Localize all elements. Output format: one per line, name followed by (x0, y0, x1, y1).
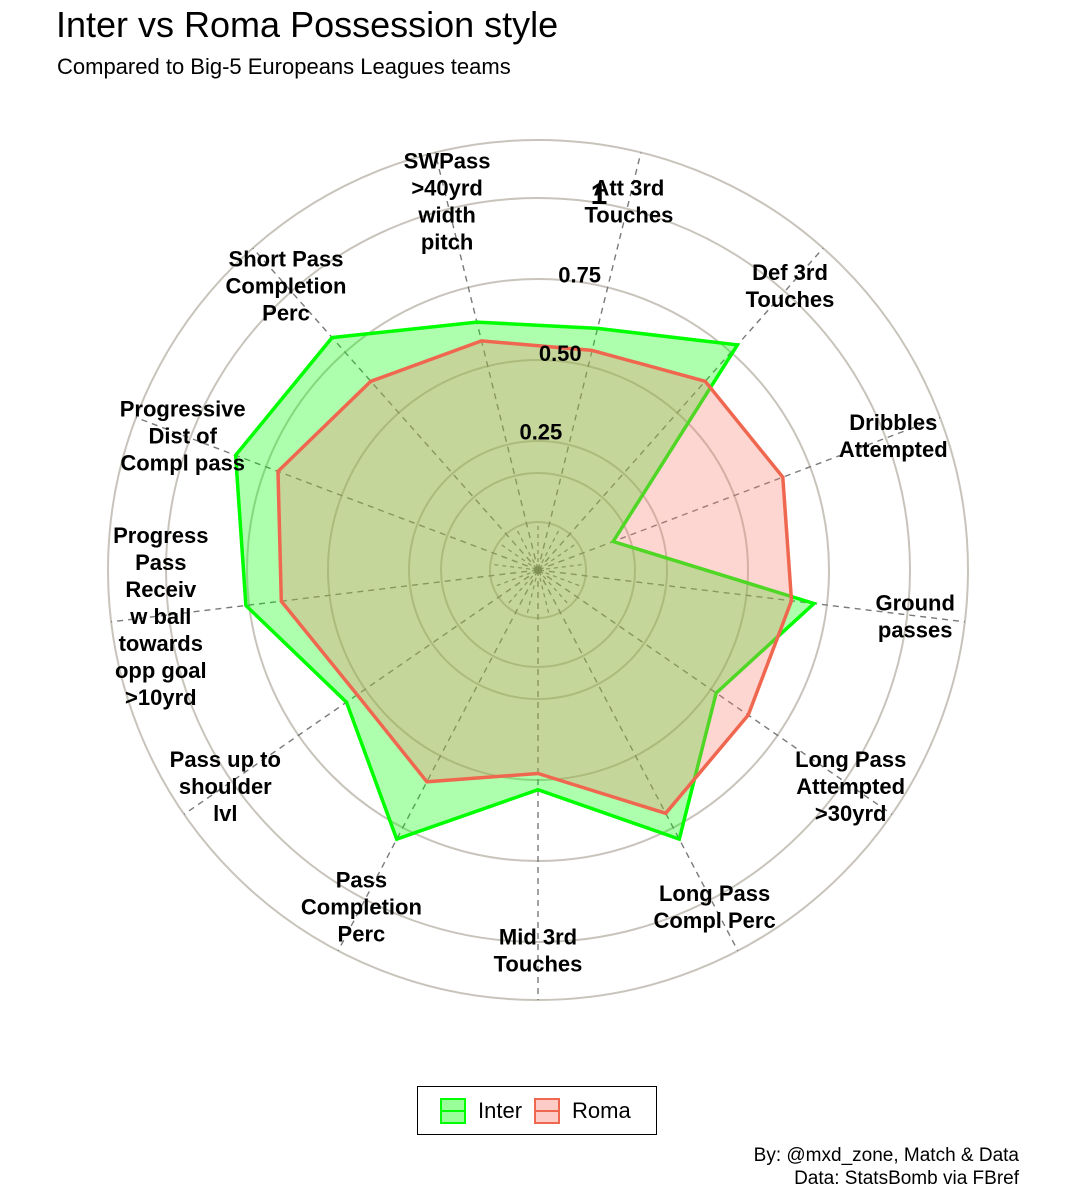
radar-ticks: 0.25 0.50 0.75 1 (519, 178, 607, 445)
tick-label-1: 0.50 (539, 341, 582, 366)
axis-label-line: Attempted (796, 774, 905, 799)
legend-label-inter: Inter (478, 1097, 523, 1123)
spoke-passcmp (337, 569, 539, 952)
axis-label-line: w ball (129, 604, 191, 629)
axis-label-line: Compl Perc (653, 908, 775, 933)
axis-label-line: >40yrd (411, 176, 483, 201)
axis-label-line: Compl pass (120, 450, 245, 475)
axis-label-line: lvl (213, 801, 237, 826)
axis-label-line: pitch (421, 230, 474, 255)
inner-spoke (537, 563, 586, 571)
legend-swatch-inter (440, 1097, 466, 1124)
axis-label-line: Long Pass (659, 881, 770, 906)
spoke-ground (537, 569, 965, 623)
axis-label-line: Perc (262, 301, 310, 326)
axis-label-line: Dribbles (849, 410, 937, 435)
spoke-att3rd (537, 152, 642, 571)
spoke-progdist (135, 416, 539, 571)
radar-grid (107, 139, 969, 1001)
axis-label-line: width (417, 203, 475, 228)
axis-label-line: >10yrd (125, 685, 197, 710)
axis-label-line: Attempted (839, 437, 948, 462)
spoke-swpass (434, 152, 539, 571)
inner-spoke (492, 569, 539, 588)
axis-label-line: Ground (875, 590, 954, 615)
series-roma-area (276, 339, 794, 816)
tick-label-2: 0.75 (558, 262, 601, 287)
inner-spoke (537, 569, 571, 607)
inner-spoke (537, 569, 551, 617)
spoke-dribbles (537, 416, 941, 571)
axis-label-line: Receiv (125, 577, 197, 602)
tick-label-3: 1 (591, 178, 608, 211)
axis-label-line: Def 3rd (752, 260, 828, 285)
radar-series (233, 320, 818, 842)
axis-label-line: Progressive (120, 396, 246, 421)
legend: Inter Roma (417, 1086, 657, 1135)
axis-label-line: Mid 3rd (499, 925, 577, 950)
axis-label-line: Completion (226, 274, 347, 299)
axis-label-line: SWPass (404, 149, 491, 174)
spoke-longcmp (537, 569, 739, 952)
axis-label-line: Touches (746, 287, 835, 312)
series-inter-area (233, 320, 818, 842)
axis-label-line: Long Pass (795, 747, 906, 772)
axis-label-line: Pass (135, 550, 186, 575)
chart-subtitle: Compared to Big-5 Europeans Leagues team… (57, 54, 511, 79)
axis-label-line: Pass (336, 868, 387, 893)
inner-spoke (490, 563, 539, 571)
tick-label-0: 0.25 (519, 420, 562, 445)
grid-ring-1 (408, 440, 668, 700)
inner-spoke (498, 542, 539, 571)
spoke-def3rd (537, 247, 824, 571)
legend-label-roma: Roma (572, 1097, 631, 1123)
inner-spoke (525, 569, 539, 617)
spoke-shoulder (183, 569, 539, 815)
axis-label-line: Short Pass (229, 247, 344, 272)
inner-spoke (537, 569, 584, 588)
axis-label-line: opp goal (115, 658, 207, 683)
axis-label-line: shoulder (179, 774, 272, 799)
inner-spoke (537, 542, 578, 571)
caption-source: Data: StatsBomb via FBref (794, 1168, 1019, 1189)
axis-label-line: Perc (338, 922, 386, 947)
spoke-shortcmp (252, 247, 539, 571)
chart-title: Inter vs Roma Possession style (56, 4, 559, 45)
legend-swatch-roma (534, 1097, 561, 1124)
grid-ring-4 (165, 197, 911, 943)
spoke-progrec (111, 569, 539, 623)
grid-ring-minor (440, 472, 636, 668)
axis-label-line: Pass up to (170, 747, 281, 772)
centre-dot (534, 566, 542, 574)
caption-author: By: @mxd_zone, Match & Data (753, 1145, 1019, 1166)
axis-label-line: passes (878, 617, 953, 642)
axis-label-line: towards (119, 631, 203, 656)
legend-item-roma: Roma (534, 1097, 631, 1124)
inner-spoke (505, 569, 539, 607)
legend-item-inter: Inter (440, 1097, 523, 1124)
axis-label-line: Dist of (148, 423, 217, 448)
axis-label-line: Progress (113, 523, 208, 548)
axis-label-line: Completion (301, 895, 422, 920)
axis-label-line: Touches (494, 952, 583, 977)
caption: By: @mxd_zone, Match & Data Data: StatsB… (754, 1144, 1019, 1190)
axis-label-line: Touches (584, 203, 673, 228)
axis-label-line: >30yrd (815, 801, 887, 826)
axis-label-line: Att 3rd (593, 176, 664, 201)
